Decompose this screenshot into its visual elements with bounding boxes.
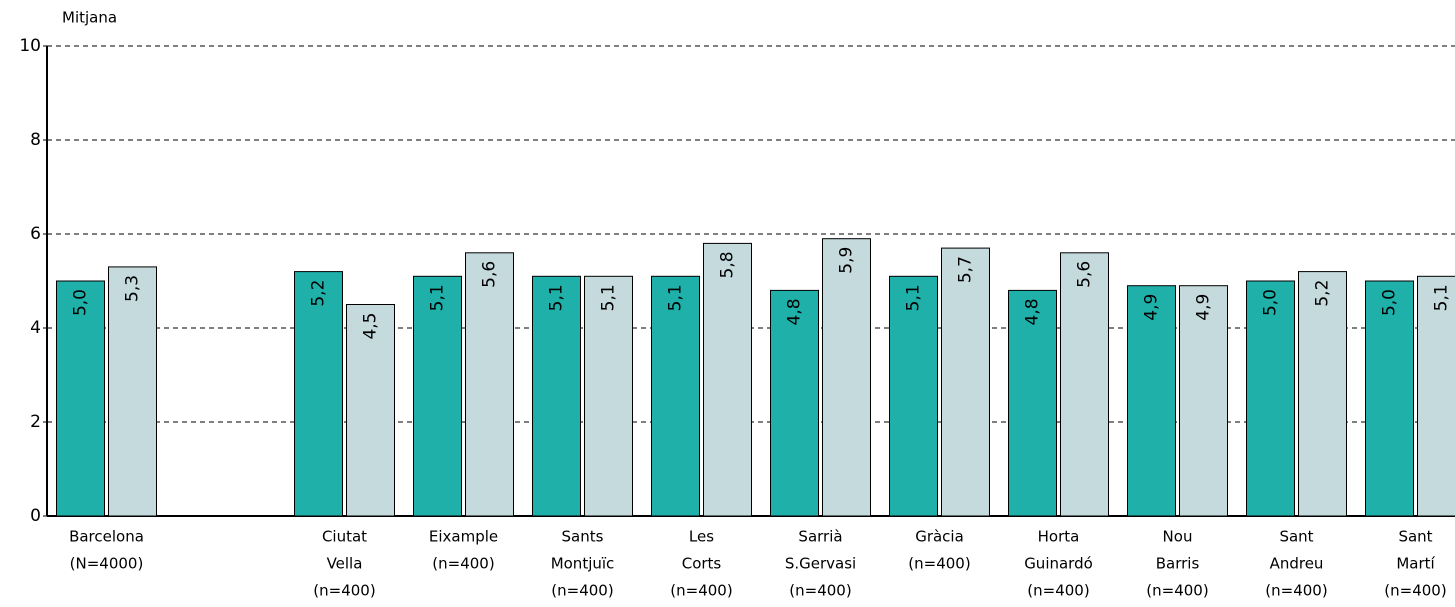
y-tick-label: 4 [30, 318, 41, 338]
bar [770, 289, 819, 517]
x-tick-label: (n=400) [1265, 582, 1327, 600]
value-label: 4,9 [1194, 294, 1214, 321]
bar [584, 275, 633, 517]
value-label: 4,8 [785, 298, 805, 325]
x-tick-label: Sarrià [798, 528, 842, 546]
x-tick-label: Ciutat [322, 528, 367, 546]
x-tick-label: Nou [1163, 528, 1193, 546]
value-label: 5,1 [1432, 284, 1452, 311]
bar [1008, 289, 1057, 517]
x-tick-label: Gràcia [915, 528, 964, 546]
value-label: 5,1 [428, 284, 448, 311]
value-label: 5,2 [309, 280, 329, 307]
x-tick-label: (n=400) [789, 582, 851, 600]
x-tick-label: (n=400) [432, 555, 494, 573]
y-tick-label: 2 [30, 412, 41, 432]
value-label: 5,6 [1075, 261, 1095, 288]
value-label: 5,6 [480, 261, 500, 288]
x-tick-label: (n=400) [1146, 582, 1208, 600]
x-tick-label: Montjuïc [551, 555, 615, 573]
bar [346, 304, 395, 517]
bar [1417, 275, 1455, 517]
y-tick-label: 6 [30, 224, 41, 244]
bar [1179, 285, 1228, 517]
value-label: 5,0 [71, 289, 91, 316]
x-tick-label: Barcelona [69, 528, 144, 546]
x-tick-label: S.Gervasi [785, 555, 856, 573]
value-label: 5,7 [956, 256, 976, 283]
bar [56, 280, 105, 517]
value-label: 5,3 [123, 275, 143, 302]
bar [413, 275, 462, 517]
bar [532, 275, 581, 517]
x-tick-label: Barris [1156, 555, 1200, 573]
value-label: 5,1 [904, 284, 924, 311]
bar [703, 242, 752, 517]
value-label: 4,8 [1023, 298, 1043, 325]
x-tick-label: Vella [327, 555, 363, 573]
bar [1246, 280, 1295, 517]
value-label: 5,0 [1380, 289, 1400, 316]
bar [294, 271, 343, 517]
x-tick-label: Andreu [1270, 555, 1324, 573]
value-label: 5,1 [666, 284, 686, 311]
y-tick-label: 10 [19, 36, 41, 56]
value-label: 4,9 [1142, 294, 1162, 321]
bar [651, 275, 700, 517]
x-tick-label: (n=400) [551, 582, 613, 600]
value-label: 5,1 [547, 284, 567, 311]
value-label: 5,9 [837, 247, 857, 274]
bar [108, 266, 157, 517]
y-axis-label: Mitjana [62, 9, 117, 27]
bar [1127, 285, 1176, 517]
x-tick-label: Les [689, 528, 714, 546]
bar [1365, 280, 1414, 517]
x-tick-label: Corts [682, 555, 722, 573]
x-tick-label: Horta [1038, 528, 1080, 546]
bar [941, 247, 990, 517]
value-label: 5,2 [1313, 280, 1333, 307]
x-tick-label: (n=400) [313, 582, 375, 600]
x-tick-label: Sants [562, 528, 604, 546]
bar [1298, 271, 1347, 517]
x-tick-label: Eixample [429, 528, 498, 546]
x-tick-label: Sant [1279, 528, 1313, 546]
bar [822, 238, 871, 517]
x-tick-label: (n=400) [908, 555, 970, 573]
y-tick-label: 0 [30, 506, 41, 526]
bar [889, 275, 938, 517]
x-tick-label: Sant [1398, 528, 1432, 546]
y-tick-label: 8 [30, 130, 41, 150]
value-label: 4,5 [361, 313, 381, 340]
value-label: 5,0 [1261, 289, 1281, 316]
x-tick-label: (N=4000) [70, 555, 144, 573]
x-tick-label: Martí [1396, 555, 1435, 573]
value-label: 5,8 [718, 251, 738, 278]
x-tick-label: (n=400) [1027, 582, 1089, 600]
x-tick-label: Guinardó [1024, 555, 1093, 573]
bar [1060, 252, 1109, 517]
value-label: 5,1 [599, 284, 619, 311]
bar [465, 252, 514, 517]
x-tick-label: (n=400) [670, 582, 732, 600]
x-tick-label: (n=400) [1384, 582, 1446, 600]
